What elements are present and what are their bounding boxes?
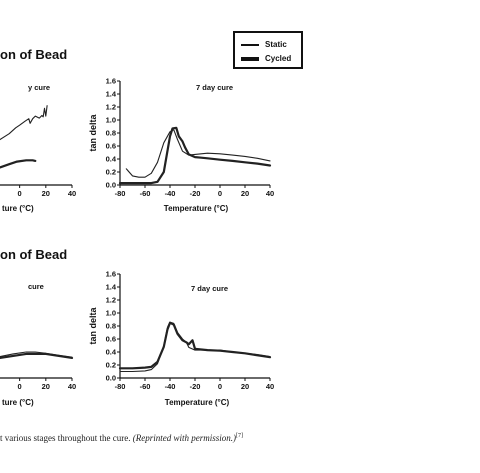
y-tick-label: 1.6 [106, 270, 116, 279]
legend-label-cycled: Cycled [265, 54, 292, 63]
x-axis-label: ture (°C) [2, 398, 34, 407]
y-tick-label: 1.4 [106, 90, 117, 99]
x-tick-label: 0 [218, 189, 222, 198]
x-axis-label: ture (°C) [2, 204, 34, 213]
x-tick-label: 20 [42, 189, 50, 198]
figure-caption: t various stages throughout the cure. (R… [0, 433, 480, 443]
y-axis-label: tan delta [88, 114, 98, 152]
section-title-bottom: on of Bead [0, 247, 68, 262]
x-tick-label: 0 [18, 189, 22, 198]
caption-text: t various stages throughout the cure. [0, 433, 133, 443]
chart-2: -80 -60 -40 -20 0 20 40 0.0 0.2 0.4 0.6 0.8 1.0 1.2 1.… [88, 77, 274, 214]
chart-title: cure [28, 282, 44, 291]
chart-title: 7 day cure [196, 83, 233, 92]
legend: Static Cycled [233, 31, 303, 69]
series-line-cycled [118, 321, 272, 370]
legend-label-static: Static [265, 40, 287, 49]
y-tick-label: 0.0 [106, 374, 116, 383]
x-axis-label: Temperature (°C) [164, 204, 229, 213]
y-tick-label: 0.2 [106, 168, 116, 177]
x-tick-label: -20 [190, 189, 201, 198]
y-tick-label: 1.4 [106, 283, 117, 292]
x-tick-label: 20 [42, 382, 50, 391]
x-tick-label: 0 [218, 382, 222, 391]
y-tick-label: 1.0 [106, 116, 116, 125]
series-line-cycled [0, 159, 37, 169]
x-tick-label: 40 [266, 189, 274, 198]
y-axis-label: tan delta [88, 307, 98, 345]
legend-swatch-static [241, 44, 259, 46]
y-tick-label: 0.6 [106, 142, 116, 151]
section-title-top: on of Bead [0, 47, 68, 62]
y-tick-label: 1.6 [106, 77, 116, 86]
chart-4: -80 -60 -40 -20 0 20 40 0.0 0.2 0.4 0.6 0.8 1.0 1.2 1.… [88, 270, 274, 408]
chart-title: 7 day cure [191, 284, 228, 293]
x-tick-label: -60 [140, 382, 151, 391]
x-tick-label: -20 [190, 382, 201, 391]
y-tick-label: 0.4 [106, 348, 117, 357]
y-tick-label: 1.0 [106, 309, 116, 318]
y-tick-label: 0.4 [106, 155, 117, 164]
series-line-cycled [0, 352, 74, 359]
y-tick-label: 0.0 [106, 181, 116, 190]
x-tick-label: -80 [115, 189, 126, 198]
caption-permission: (Reprinted with permission.) [132, 433, 236, 443]
x-tick-label: -40 [165, 382, 176, 391]
x-tick-label: -40 [165, 189, 176, 198]
y-tick-label: 0.8 [106, 129, 116, 138]
x-tick-label: 40 [68, 382, 76, 391]
x-tick-label: -80 [115, 382, 126, 391]
caption-reference: [7] [235, 433, 243, 439]
y-tick-label: 0.8 [106, 322, 116, 331]
x-axis-label: Temperature (°C) [165, 398, 230, 407]
chart-1: 0 20 40 y cure ture (°C) [0, 83, 76, 213]
x-tick-label: 0 [18, 382, 22, 391]
legend-swatch-cycled [241, 57, 259, 61]
x-tick-label: -60 [140, 189, 151, 198]
chart-3: 0 20 40 cure ture (°C) [0, 282, 76, 407]
series-line-static [0, 105, 48, 141]
y-tick-label: 1.2 [106, 296, 116, 305]
chart-title: y cure [28, 83, 50, 92]
x-tick-label: 20 [241, 382, 249, 391]
series-line-cycled [118, 126, 272, 185]
y-tick-label: 1.2 [106, 103, 116, 112]
x-tick-label: 40 [68, 189, 76, 198]
x-tick-label: 40 [266, 382, 274, 391]
x-tick-label: 20 [241, 189, 249, 198]
y-tick-label: 0.6 [106, 335, 116, 344]
series-line-static [125, 129, 271, 178]
y-tick-label: 0.2 [106, 361, 116, 370]
